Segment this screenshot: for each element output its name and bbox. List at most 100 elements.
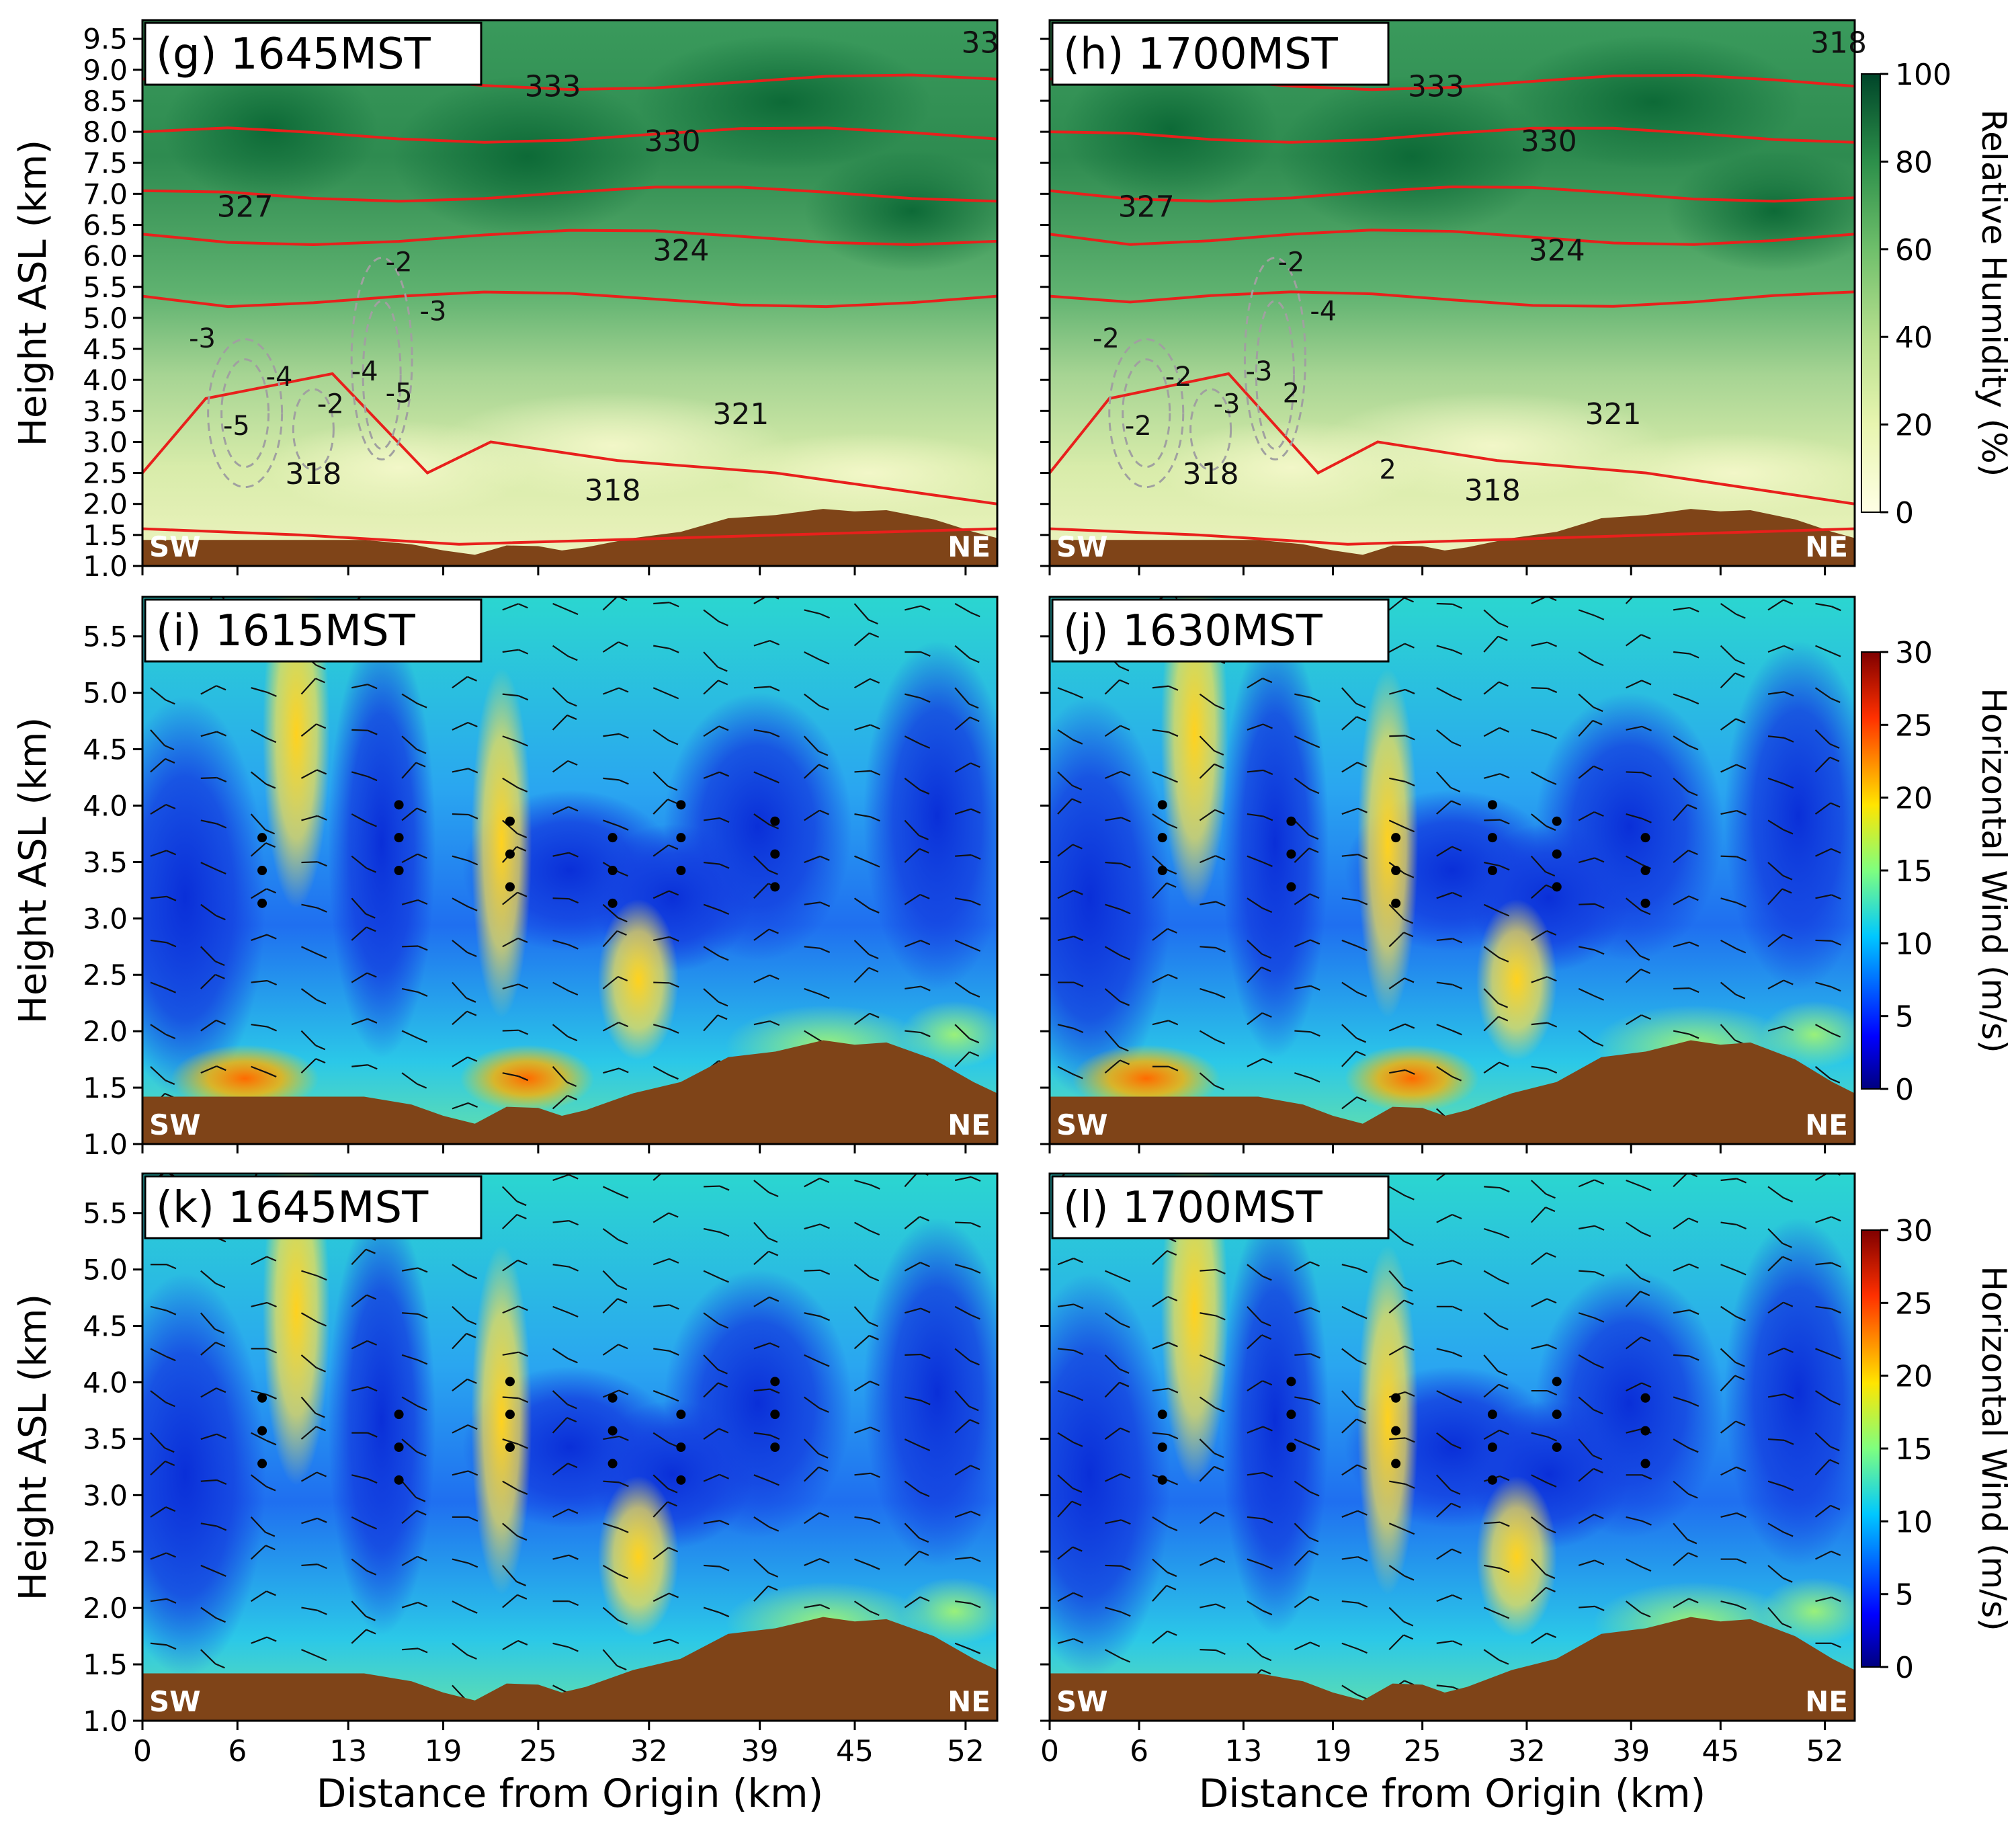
wind-barb: [905, 985, 921, 990]
wind-barb: [1341, 1556, 1358, 1560]
wind-barb: [502, 1305, 519, 1314]
wind-barb-flag: [1594, 1225, 1605, 1231]
wind-barb-flag: [919, 1492, 930, 1498]
wind-barb: [1483, 636, 1499, 653]
wind-barb: [1005, 1727, 1021, 1734]
colorbar-tick-label: 15: [1895, 854, 1933, 889]
wind-barb-flag: [719, 863, 730, 869]
wind-barb: [200, 903, 217, 917]
wind-barb-flag: [1452, 1075, 1462, 1082]
wind-barb-flag: [1783, 1486, 1794, 1492]
wind-barb: [753, 1020, 770, 1026]
wind-barb-flag: [1452, 1169, 1461, 1173]
wind-barb: [804, 1269, 821, 1272]
wind-barb-flag: [1593, 765, 1603, 771]
wind-barb: [1531, 1432, 1548, 1438]
wind-barb: [703, 1564, 720, 1568]
wind-barb: [552, 1264, 569, 1268]
wind-barb-flag: [1547, 1022, 1558, 1028]
wind-barb: [954, 717, 970, 731]
wind-barb: [1294, 1522, 1310, 1539]
wind-barb-flag: [566, 701, 577, 707]
wind-barb-flag: [1594, 949, 1605, 955]
wind-barb-flag: [367, 1432, 378, 1438]
wind-barb: [602, 641, 619, 653]
wind-barb-flag: [1072, 1166, 1081, 1170]
wind-barb: [200, 1020, 217, 1032]
wind-barb: [1626, 1382, 1642, 1392]
wind-barb: [1057, 798, 1073, 815]
wind-barb-flag: [1452, 846, 1462, 852]
wind-barb-flag: [1831, 1550, 1841, 1556]
wind-barb: [1436, 645, 1453, 651]
wind-barb: [1341, 687, 1357, 704]
wind-barb-flag: [768, 1572, 779, 1578]
wind-barb: [552, 645, 569, 657]
wind-barb: [552, 852, 569, 857]
wind-barb: [1247, 1642, 1263, 1658]
wind-barb: [1531, 813, 1547, 827]
calm-wind-dot: [676, 800, 686, 810]
wind-barb: [653, 936, 670, 941]
panel-field: [142, 597, 1030, 1144]
wind-barb-flag: [1831, 986, 1841, 992]
wind-barb: [552, 1417, 568, 1434]
wind-barb: [1200, 987, 1216, 995]
panel-title: (h) 1700MST: [1051, 22, 1390, 86]
wind-barb-flag: [568, 1554, 579, 1560]
wind-barb-flag: [669, 1350, 679, 1356]
wind-barb-flag: [1735, 718, 1746, 724]
wind-barb: [351, 1629, 367, 1644]
wind-barb-flag: [1215, 901, 1226, 907]
wind-barb: [1200, 1145, 1214, 1157]
wind-barb-flag: [1593, 811, 1604, 817]
panel-title: (g) 1645MST: [144, 22, 482, 86]
wind-barb: [1389, 1727, 1404, 1734]
moderate-wind-region: [900, 1578, 997, 1645]
wind-barb-flag: [517, 1639, 528, 1645]
calm-wind-dot: [607, 866, 618, 875]
wind-barb: [401, 762, 417, 779]
wind-barb: [401, 853, 418, 864]
wind-barb: [401, 1072, 418, 1085]
calm-wind-dot: [257, 1393, 267, 1403]
wind-barb-flag: [1167, 868, 1177, 874]
wind-barb-flag: [1452, 1352, 1463, 1358]
wind-barb-flag: [1641, 1014, 1652, 1020]
wind-barb: [904, 819, 920, 836]
wind-barb: [1105, 1606, 1122, 1613]
wind-barb-flag: [1120, 1427, 1130, 1433]
wind-barb-flag: [1073, 1441, 1083, 1447]
y-tick-label: 1.5: [83, 1648, 128, 1681]
theta-label: 330: [644, 124, 701, 159]
wind-barb: [1247, 1012, 1263, 1026]
wind-barb-flag: [1356, 1359, 1367, 1365]
wind-barb: [1814, 1459, 1831, 1476]
wind-barb: [1673, 1174, 1688, 1188]
wind-barb: [703, 1428, 720, 1440]
wind-barb: [1152, 1296, 1169, 1307]
wind-barb: [853, 1012, 870, 1026]
wind-barb: [1199, 1512, 1216, 1524]
wind-barb: [1578, 766, 1595, 779]
wind-barb: [1152, 1516, 1169, 1527]
wind-barb-flag: [1357, 1602, 1368, 1608]
wind-barb: [1531, 976, 1548, 983]
wind-barb-flag: [819, 855, 830, 861]
wind-barb-flag: [1020, 874, 1030, 878]
wind-barb: [1720, 855, 1737, 858]
wind-barb-flag: [1121, 1565, 1131, 1571]
wind-barb: [854, 1558, 871, 1566]
wind-barb: [502, 1351, 519, 1356]
wind-barb-flag: [1499, 1568, 1510, 1574]
wind-barb: [1104, 725, 1121, 737]
wind-barb: [1005, 1438, 1021, 1439]
wind-barb-flag: [1021, 1576, 1030, 1580]
wind-barb: [1388, 1299, 1405, 1314]
wind-barb-flag: [719, 771, 730, 777]
wind-barb-flag: [165, 1356, 176, 1362]
wind-barb-flag: [919, 848, 929, 854]
wind-barb-flag: [819, 809, 829, 815]
title-box: [1051, 598, 1390, 663]
